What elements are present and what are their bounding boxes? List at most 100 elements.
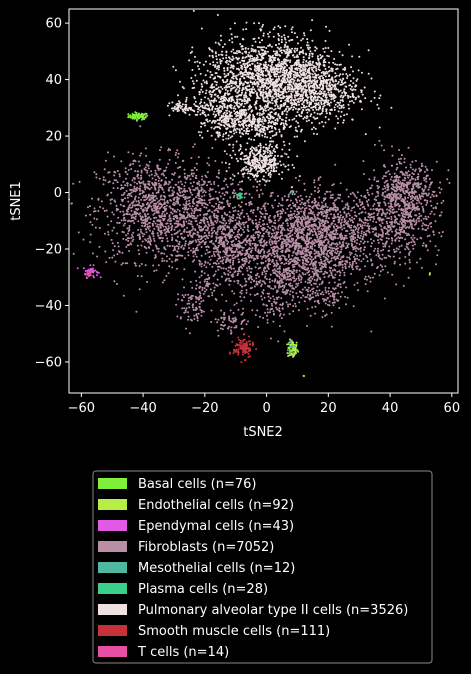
scatter-point: [271, 252, 274, 255]
scatter-point: [234, 255, 237, 258]
scatter-point: [435, 195, 438, 198]
scatter-point: [329, 231, 332, 234]
scatter-point: [311, 234, 314, 237]
scatter-point: [287, 195, 290, 198]
scatter-point: [379, 234, 382, 237]
scatter-point: [172, 217, 175, 220]
scatter-point: [174, 226, 177, 229]
scatter-point: [348, 224, 351, 227]
scatter-point: [189, 182, 192, 185]
scatter-point: [280, 224, 283, 227]
scatter-point: [302, 227, 304, 230]
scatter-point: [324, 286, 327, 289]
scatter-point: [112, 187, 115, 190]
scatter-point: [377, 204, 380, 207]
scatter-point: [334, 251, 337, 254]
scatter-point: [366, 189, 369, 192]
scatter-point: [278, 284, 281, 287]
scatter-point: [331, 193, 334, 196]
scatter-point: [295, 282, 298, 285]
scatter-point: [271, 225, 274, 228]
scatter-point: [257, 231, 259, 234]
scatter-point: [223, 241, 226, 244]
scatter-point: [276, 256, 279, 259]
scatter-point: [78, 180, 81, 183]
scatter-point: [77, 231, 80, 234]
scatter-point: [367, 275, 370, 278]
scatter-point: [118, 173, 121, 176]
scatter-point: [167, 147, 170, 150]
scatter-point: [217, 257, 220, 260]
scatter-point: [259, 240, 262, 243]
scatter-point: [272, 265, 275, 268]
scatter-point: [208, 201, 211, 204]
scatter-point: [290, 260, 293, 263]
scatter-point: [339, 214, 342, 217]
scatter-point: [399, 157, 402, 160]
scatter-point: [354, 228, 357, 231]
scatter-point: [176, 208, 179, 211]
scatter-point: [72, 182, 75, 185]
scatter-point: [149, 238, 152, 241]
scatter-point: [396, 166, 399, 169]
scatter-point: [403, 161, 406, 164]
scatter-point: [148, 240, 151, 243]
scatter-point: [181, 244, 184, 247]
scatter-point: [193, 212, 196, 215]
scatter-point: [171, 254, 174, 257]
scatter-point: [219, 283, 222, 286]
scatter-point: [183, 230, 186, 233]
scatter-point: [381, 268, 384, 271]
scatter-point: [114, 260, 117, 263]
scatter-point: [266, 308, 269, 311]
scatter-point: [391, 220, 393, 223]
scatter-point: [234, 228, 236, 231]
scatter-point: [151, 223, 154, 226]
scatter-point: [145, 239, 148, 242]
scatter-point: [120, 263, 123, 266]
scatter-point: [424, 244, 427, 247]
scatter-point: [158, 237, 161, 240]
scatter-point: [203, 222, 206, 225]
scatter-point: [242, 246, 245, 249]
scatter-point: [304, 250, 307, 253]
scatter-point: [226, 186, 229, 188]
scatter-point: [352, 260, 355, 263]
scatter-point: [403, 176, 406, 179]
scatter-point: [306, 268, 309, 271]
scatter-point: [145, 163, 148, 166]
scatter-point: [279, 273, 282, 276]
scatter-point: [268, 221, 271, 224]
scatter-point: [302, 374, 305, 377]
scatter-point: [249, 239, 252, 242]
scatter-point: [163, 279, 166, 282]
scatter-point: [280, 262, 283, 265]
scatter-point: [320, 260, 323, 263]
scatter-point: [298, 228, 301, 231]
scatter-point: [215, 236, 218, 239]
scatter-point: [135, 114, 138, 117]
scatter-point: [324, 198, 327, 200]
scatter-point: [228, 277, 231, 280]
scatter-point: [128, 224, 131, 227]
scatter-point: [354, 233, 357, 236]
scatter-point: [414, 159, 417, 162]
scatter-point: [157, 186, 160, 189]
scatter-point: [219, 235, 222, 238]
scatter-point: [229, 265, 232, 267]
scatter-point: [385, 180, 388, 183]
scatter-point: [354, 195, 357, 197]
scatter-point: [227, 269, 230, 272]
scatter-point: [150, 239, 153, 242]
scatter-point: [283, 330, 286, 333]
scatter-point: [400, 222, 403, 224]
scatter-point: [194, 229, 197, 232]
scatter-point: [283, 152, 286, 155]
scatter-point: [362, 235, 365, 238]
scatter-point: [164, 169, 167, 172]
scatter-point: [284, 211, 287, 214]
scatter-point: [407, 176, 410, 179]
scatter-point: [177, 152, 180, 155]
scatter-point: [362, 252, 365, 255]
scatter-point: [233, 280, 236, 283]
